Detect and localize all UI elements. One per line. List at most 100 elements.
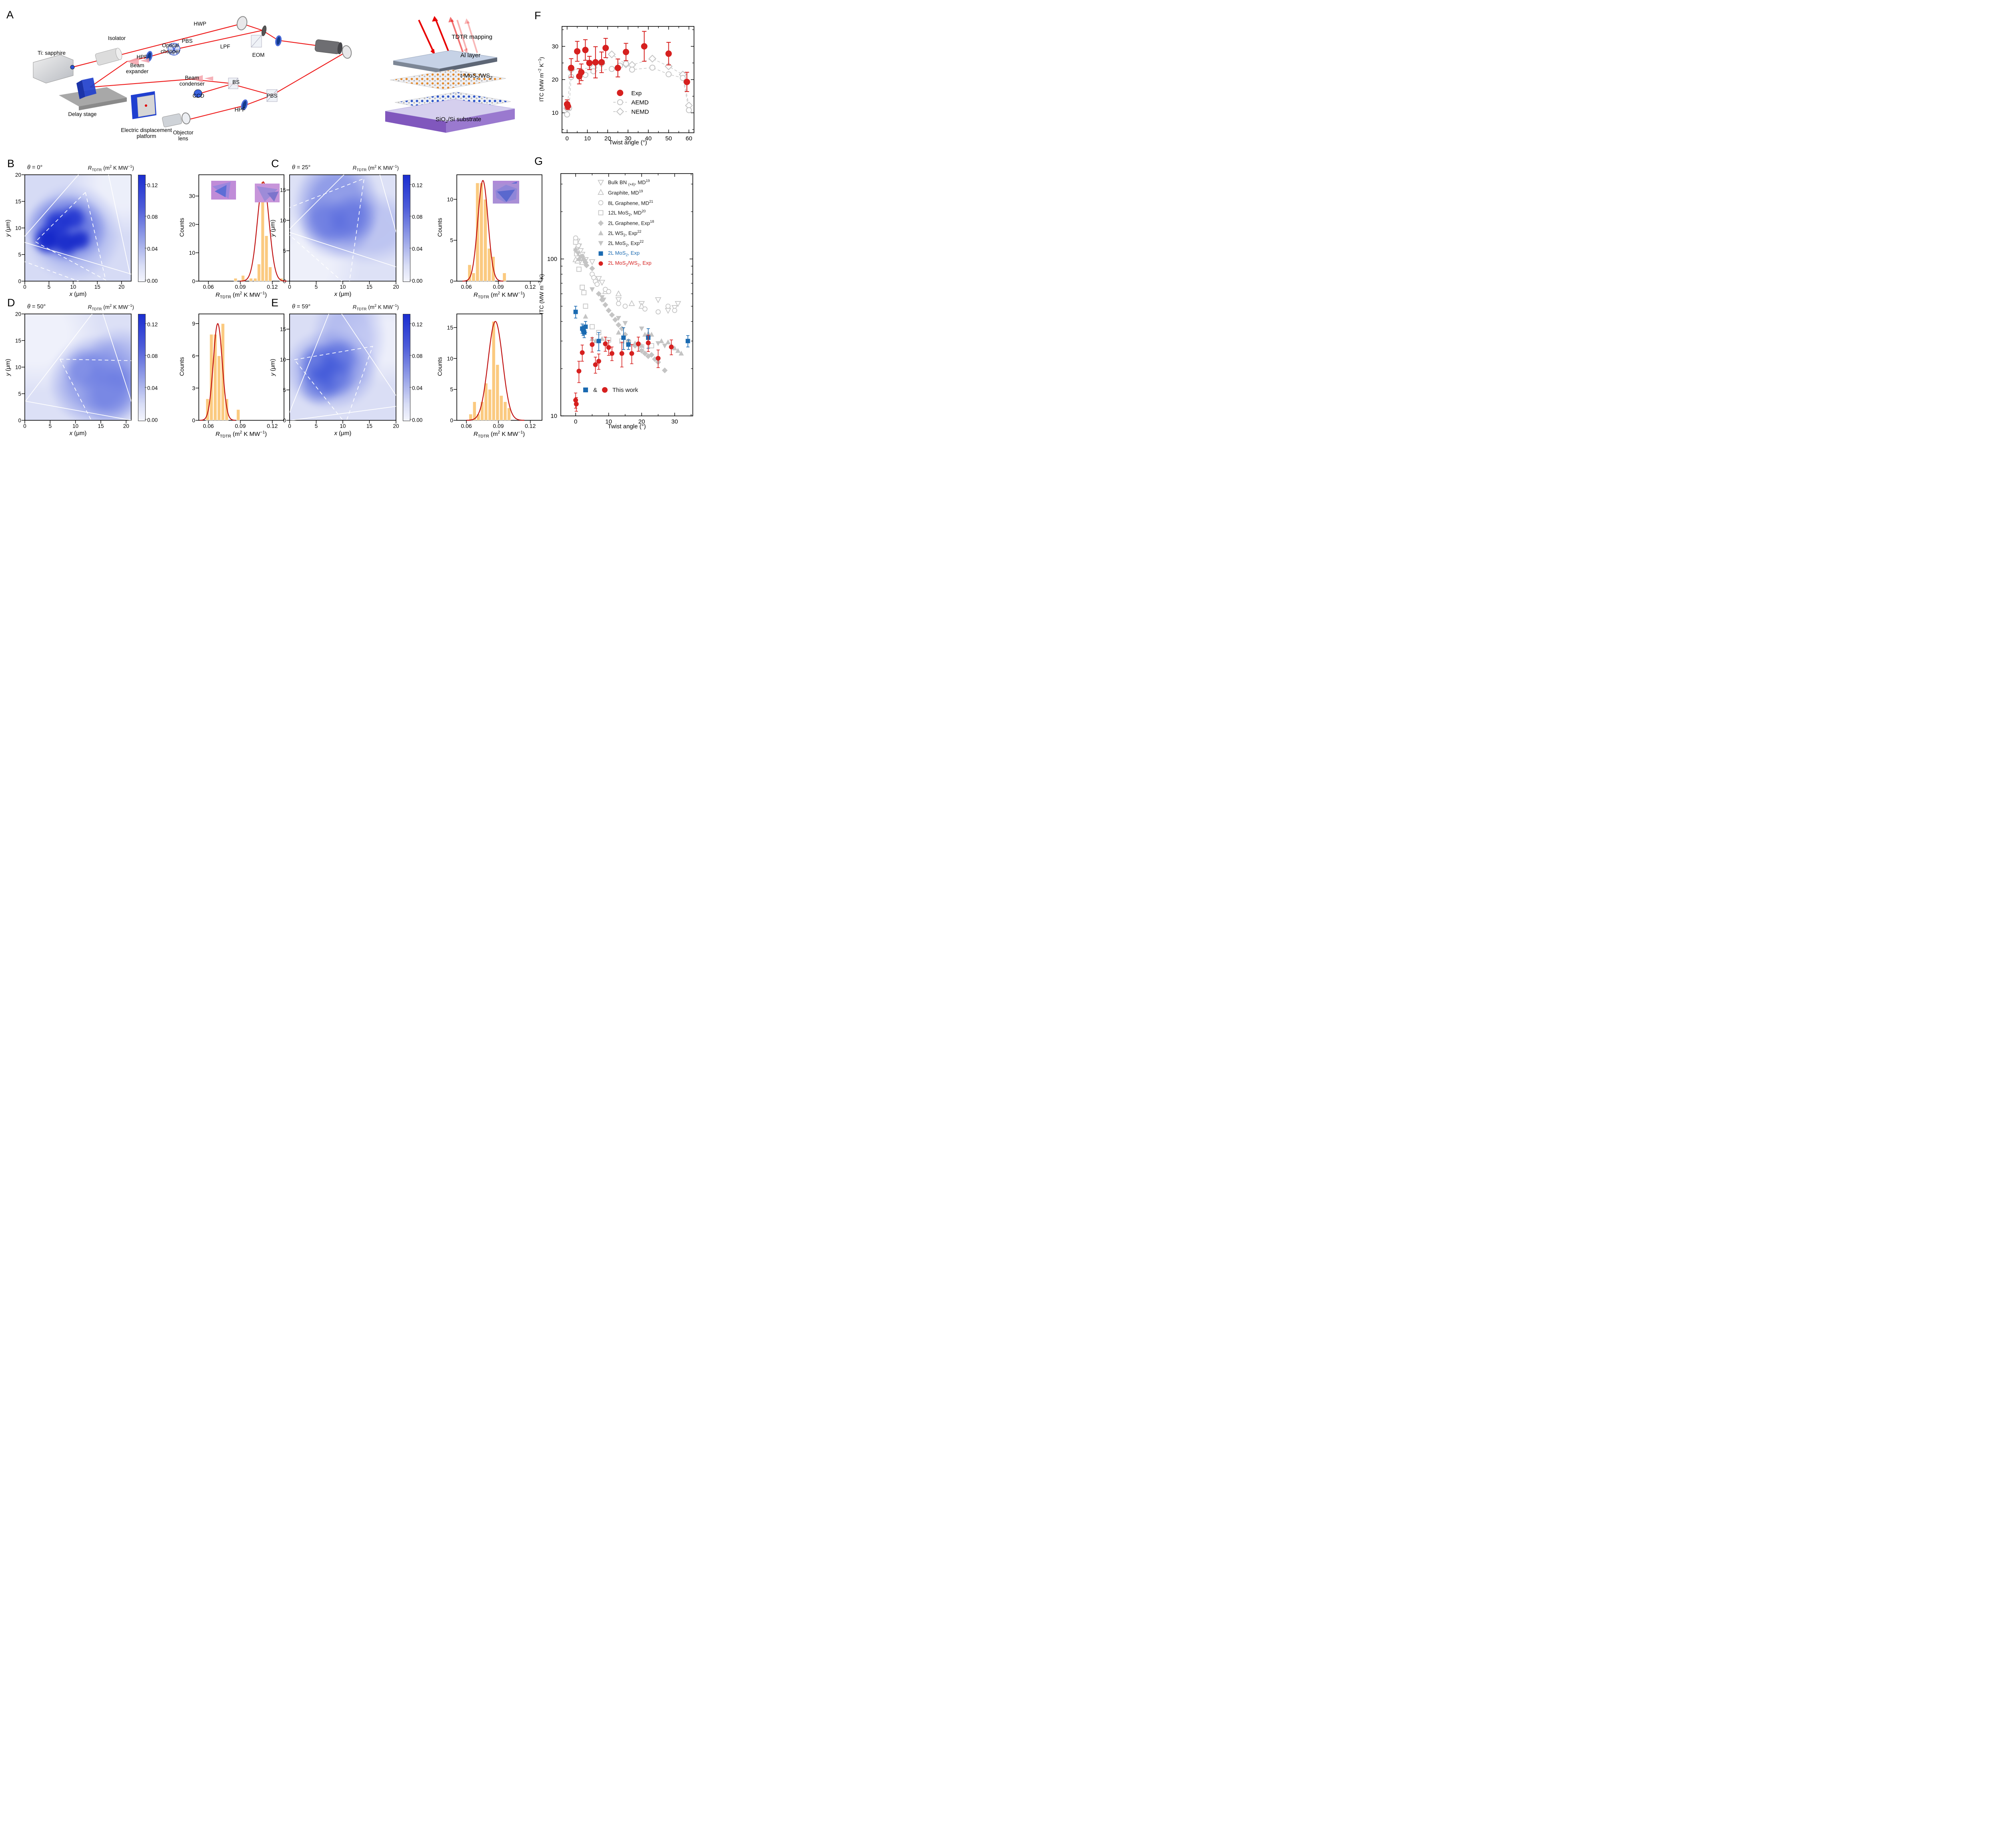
- beam-expander-cones: [127, 57, 149, 66]
- svg-text:5: 5: [283, 248, 286, 254]
- svg-text:0: 0: [18, 278, 21, 284]
- svg-text:0: 0: [283, 418, 286, 424]
- substrate-slab: [385, 99, 515, 133]
- svg-text:15: 15: [280, 187, 286, 193]
- legend-item: 2L MoS2/WS2, Exp: [597, 259, 652, 268]
- map-b-title: RTDTR (m2 K MW−1): [88, 164, 134, 173]
- chart-g-ylabel: ITC (MW m−2 K): [538, 274, 545, 314]
- svg-text:5: 5: [18, 391, 21, 397]
- svg-text:10: 10: [15, 364, 21, 370]
- chart-f-ylabel: ITC (MW m−2 K−1): [538, 57, 545, 102]
- map-b-ylabel: y (μm): [4, 220, 12, 237]
- map-d-title: RTDTR (m2 K MW−1): [88, 304, 134, 312]
- svg-text:5: 5: [450, 386, 453, 393]
- svg-text:20: 20: [118, 284, 124, 290]
- svg-text:0.12: 0.12: [267, 423, 278, 429]
- svg-text:0: 0: [23, 284, 26, 290]
- svg-text:NEMD: NEMD: [631, 109, 649, 116]
- svg-text:0.09: 0.09: [235, 284, 246, 290]
- mos2-layer: [390, 69, 506, 90]
- colorbar-e: [403, 314, 410, 421]
- svg-text:20: 20: [638, 418, 645, 425]
- hist-b-ylabel: Counts: [178, 218, 186, 237]
- micrograph-inset-d: [255, 184, 280, 202]
- svg-text:15: 15: [15, 338, 21, 344]
- svg-text:5: 5: [315, 284, 318, 290]
- mirror: [236, 16, 248, 30]
- svg-text:0.12: 0.12: [267, 284, 278, 290]
- label-delay-stage: Delay stage: [68, 111, 97, 117]
- svg-text:10: 10: [189, 250, 195, 256]
- svg-text:10: 10: [552, 110, 558, 116]
- panel-b-label: B: [7, 158, 15, 170]
- svg-text:40: 40: [645, 135, 652, 142]
- label-pbs-top: PBS: [182, 38, 193, 44]
- map-c-title: RTDTR (m2 K MW−1): [352, 164, 399, 173]
- svg-text:AEMD: AEMD: [631, 99, 649, 106]
- svg-text:20: 20: [15, 311, 21, 317]
- legend-item: Graphite, MD19: [597, 188, 643, 197]
- label-ti-sapphire: Ti: sapphire: [37, 50, 66, 56]
- svg-text:15: 15: [94, 284, 100, 290]
- svg-text:10: 10: [15, 225, 21, 231]
- svg-text:0: 0: [18, 418, 21, 424]
- panel-d-label: D: [7, 297, 15, 309]
- svg-text:10: 10: [550, 413, 557, 420]
- svg-text:15: 15: [366, 284, 372, 290]
- label-pbs-right: PBS: [266, 93, 278, 99]
- micrograph-inset-b: [211, 181, 236, 200]
- svg-text:10: 10: [280, 357, 286, 363]
- svg-text:15: 15: [15, 199, 21, 205]
- svg-text:30: 30: [671, 418, 678, 425]
- svg-text:20: 20: [189, 221, 195, 228]
- map-e-title: RTDTR (m2 K MW−1): [352, 304, 399, 312]
- hist-c-ylabel: Counts: [436, 218, 444, 237]
- map-e-theta: θ = 59°: [292, 304, 311, 310]
- colorbar-b: [138, 175, 146, 282]
- svg-text:9: 9: [192, 320, 195, 327]
- figure-page: A B C D E F G: [0, 0, 706, 462]
- svg-text:0.09: 0.09: [235, 423, 246, 429]
- eom-cylinder: [314, 39, 343, 54]
- svg-text:5: 5: [283, 387, 286, 393]
- svg-text:15: 15: [447, 324, 453, 331]
- svg-text:50: 50: [665, 135, 672, 142]
- label-al-layer: Al layer: [460, 52, 481, 59]
- hist-c-xlabel: RTDTR (m2 K MW−1): [473, 291, 525, 300]
- svg-text:Exp: Exp: [631, 90, 642, 97]
- legend-item: 2L WS2, Exp22: [597, 228, 641, 238]
- displacement-platform-shape: [131, 91, 156, 119]
- label-hpf-left: HPF: [136, 54, 148, 60]
- panel-f-label: F: [534, 10, 541, 22]
- svg-text:10: 10: [280, 218, 286, 224]
- itc-vs-twist-chart-f: 0 10 20 30 40 50 60 10 20 30 Exp AEMD NEMD: [552, 26, 694, 142]
- legend-item: Bulk BN (×4), MD19: [597, 178, 650, 187]
- label-hpf-bottom: HPF: [234, 107, 246, 113]
- histogram-b: 0.06 0.09 0.12 0 10 20 30: [189, 174, 287, 290]
- pbs-cube-right: [266, 89, 278, 102]
- legend-item: 8L Graphene, MD21: [597, 198, 653, 208]
- objective-lens: [162, 112, 191, 128]
- svg-text:0: 0: [450, 278, 453, 284]
- svg-text:20: 20: [15, 172, 21, 178]
- panel-c-label: C: [271, 158, 279, 170]
- svg-text:10: 10: [72, 423, 78, 429]
- histogram-c: 0.06 0.09 0.12 0 5 10: [447, 174, 542, 290]
- chart-g-xlabel: Twist angle (°): [608, 423, 646, 430]
- label-isolator: Isolator: [108, 35, 126, 41]
- svg-text:0.06: 0.06: [461, 284, 472, 290]
- svg-text:0.06: 0.06: [203, 423, 214, 429]
- svg-text:3: 3: [192, 385, 195, 391]
- pump-probe-arrows: [418, 16, 478, 55]
- this-work-annotation: & This work: [582, 386, 638, 394]
- svg-text:100: 100: [547, 256, 557, 263]
- sample-schematic: [385, 16, 515, 133]
- histogram-d: 0.06 0.09 0.12 0 3 6 9: [192, 314, 284, 429]
- laser-box: [33, 54, 75, 84]
- map-c-theta: θ = 25°: [292, 164, 311, 171]
- label-beam-condenser: Beam condenser: [179, 75, 205, 87]
- label-electric-platform: Electric displacement platform: [121, 127, 172, 140]
- svg-text:0: 0: [574, 418, 577, 425]
- beam-condenser-cones: [191, 75, 213, 82]
- svg-text:0.06: 0.06: [461, 423, 472, 429]
